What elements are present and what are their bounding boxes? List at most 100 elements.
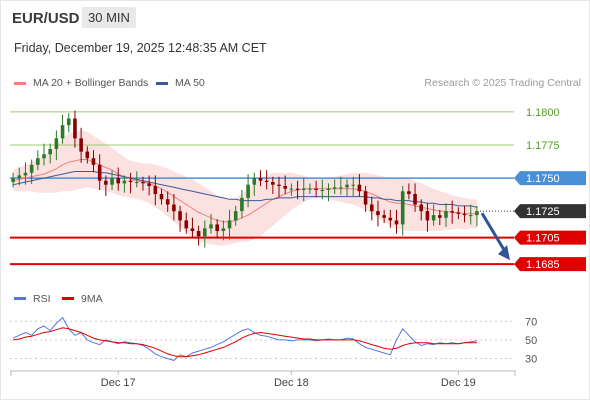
candle-body — [357, 184, 362, 192]
candle-body — [36, 158, 40, 165]
level-label-2: 1.1750 — [526, 173, 560, 185]
candle-body — [42, 154, 46, 159]
rsi-legend-label-0: RSI — [33, 293, 51, 305]
rsi-ma-line — [13, 327, 477, 358]
level-label-4: 1.1685 — [526, 259, 560, 271]
rsi-line — [12, 316, 477, 361]
candle-body — [17, 175, 22, 179]
candle-body — [468, 215, 473, 217]
candle-body — [289, 188, 294, 190]
candle-body — [326, 188, 331, 190]
candle-body — [11, 178, 15, 183]
candle-body — [314, 188, 318, 190]
candle-body — [91, 158, 96, 165]
timeframe-badge[interactable]: 30 MIN — [82, 7, 136, 28]
candle-body — [376, 211, 380, 216]
candle-body — [369, 204, 374, 212]
candle-body — [246, 184, 250, 198]
candle-body — [159, 193, 164, 200]
candle-body — [456, 212, 461, 214]
candle-body — [444, 211, 448, 218]
legend-swatch-0 — [14, 82, 26, 85]
candle-body — [295, 188, 300, 190]
ma20-line — [12, 159, 477, 223]
x-tick-label-0: Dec 17 — [101, 377, 136, 389]
candle-body — [438, 215, 442, 218]
rsi-legend-label-1: 9MA — [81, 293, 103, 305]
candle-body — [73, 118, 77, 139]
x-tick-label-1: Dec 18 — [274, 377, 309, 389]
candle-body — [258, 178, 263, 181]
candle-body — [196, 231, 201, 237]
ma50-line — [12, 171, 478, 208]
candle-body — [134, 182, 139, 184]
last-price-tag — [514, 204, 586, 219]
candle-body — [394, 220, 399, 225]
level-label-1: 1.1775 — [526, 140, 560, 152]
candle-body — [400, 191, 405, 225]
level-label-3: 1.1705 — [526, 233, 560, 245]
rsi-tick-label-1: 50 — [525, 335, 537, 347]
candle-body — [79, 138, 83, 152]
rsi-legend-swatch-0 — [14, 297, 26, 300]
candle-body — [308, 188, 312, 190]
candle-body — [122, 180, 127, 184]
candle-body — [110, 178, 114, 185]
candle-body — [425, 211, 430, 221]
candle-body — [264, 180, 269, 183]
candle-body — [419, 204, 424, 212]
forecast-arrow-shaft — [480, 212, 508, 254]
candle-body — [271, 182, 275, 185]
candle-body — [209, 224, 213, 229]
candle-body — [147, 183, 151, 187]
candle-body — [450, 211, 454, 213]
candle-body — [252, 178, 257, 185]
candle-body — [320, 189, 325, 191]
candle-body — [172, 204, 176, 212]
candle-body — [66, 118, 71, 126]
candle-body — [116, 178, 121, 184]
candle-body — [475, 211, 479, 216]
candle-body — [382, 215, 386, 218]
candle-body — [85, 151, 90, 159]
candle-body — [29, 164, 34, 173]
candle-body — [48, 148, 52, 155]
legend-label-1: MA 50 — [175, 77, 205, 89]
timestamp: Friday, December 19, 2025 12:48:35 AM CE… — [14, 41, 267, 55]
candle-body — [54, 138, 59, 149]
candle-body — [339, 187, 343, 189]
candle-body — [97, 164, 102, 181]
forecast-arrow-head — [498, 245, 510, 261]
x-tick-label-2: Dec 19 — [441, 377, 476, 389]
instrument-title: EUR/USD — [12, 10, 80, 27]
level-tag-2 — [514, 171, 586, 186]
level-tag-3 — [514, 230, 586, 245]
candle-body — [203, 228, 207, 237]
candle-body — [190, 228, 195, 232]
candle-body — [221, 228, 226, 232]
watermark: Research © 2025 Trading Central — [424, 77, 581, 89]
candle-body — [165, 199, 170, 205]
candle-body — [413, 193, 417, 205]
candle-body — [60, 125, 65, 139]
level-label-0: 1.1800 — [526, 107, 560, 119]
legend-swatch-1 — [156, 82, 168, 85]
candle-body — [462, 213, 467, 216]
candle-body — [363, 191, 368, 205]
candle-body — [345, 184, 349, 188]
candle-body — [283, 186, 287, 189]
rsi-tick-label-0: 70 — [525, 316, 537, 328]
candle-body — [215, 224, 219, 232]
candle-body — [233, 211, 238, 221]
candle-body — [240, 197, 244, 212]
candle-body — [388, 217, 393, 221]
candle-body — [178, 211, 182, 221]
candle-body — [431, 215, 436, 221]
level-tag-4 — [514, 257, 586, 272]
candle-body — [104, 180, 108, 185]
candle-body — [184, 220, 189, 229]
candle-body — [301, 188, 306, 190]
legend-label-0: MA 20 + Bollinger Bands — [33, 77, 148, 89]
candle-body — [351, 184, 356, 186]
